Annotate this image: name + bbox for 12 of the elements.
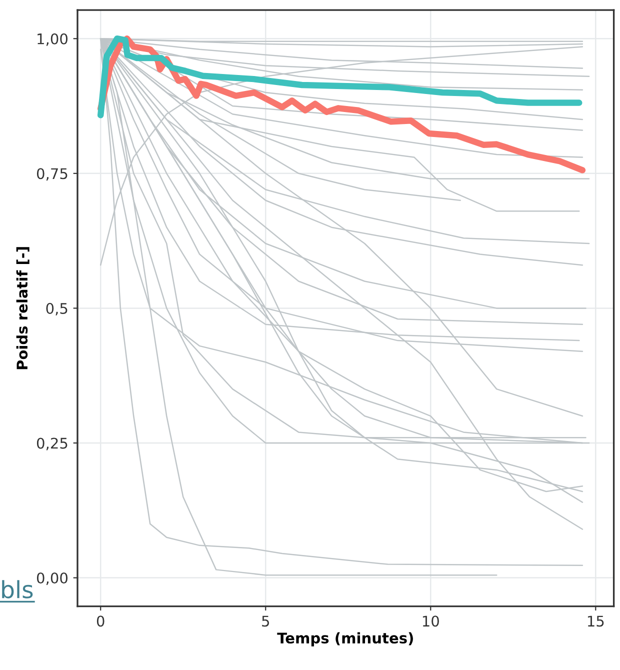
y-tick-label: 0,00: [36, 572, 68, 586]
y-tick-label: 1,00: [38, 33, 68, 46]
y-tick-label: 0,25: [36, 438, 68, 450]
x-tick-label: 0: [96, 616, 104, 627]
x-axis-title: Temps (minutes): [277, 632, 413, 646]
x-tick-label: 5: [262, 616, 269, 627]
text: bls: [2, 580, 33, 598]
y-axis-title: Poids relatif [-]: [16, 247, 30, 370]
y-tick-label: 0,75: [36, 168, 68, 181]
y-tick-label: 0,5: [46, 302, 68, 316]
x-tick-label: 15: [588, 616, 604, 627]
x-tick-label: 10: [422, 616, 439, 627]
